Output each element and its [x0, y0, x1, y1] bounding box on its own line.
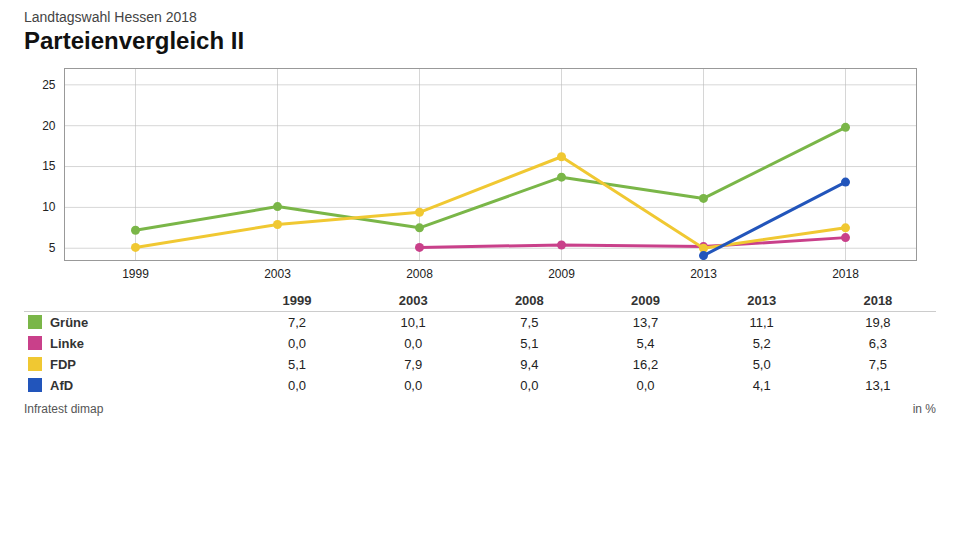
html-text:Grüne: Grüne: [50, 315, 89, 330]
html-text:16,2: 16,2: [632, 357, 659, 372]
html-text:2008: 2008: [514, 293, 544, 308]
html-text:9,4: 9,4: [520, 357, 539, 372]
html-text:Landtagswahl Hessen 2018: Landtagswahl Hessen 2018: [24, 9, 197, 25]
svg-text:5: 5: [49, 241, 56, 255]
html-text:Linke: Linke: [50, 336, 84, 351]
html-text:13,7: 13,7: [632, 315, 659, 330]
html-text:2018: 2018: [863, 293, 893, 308]
html-text:5,2: 5,2: [752, 336, 771, 351]
html-text:5,0: 5,0: [752, 357, 771, 372]
html-text:7,9: 7,9: [404, 357, 423, 372]
svg-text:25: 25: [42, 78, 56, 92]
svg-text:10: 10: [42, 200, 56, 214]
html-text:0,0: 0,0: [404, 336, 423, 351]
html-text:7,5: 7,5: [520, 315, 539, 330]
html-text:13,1: 13,1: [865, 378, 891, 393]
svg-text:2003: 2003: [264, 267, 291, 281]
html-text:Parteienvergleich II: Parteienvergleich II: [24, 27, 245, 54]
html-text:AfD: AfD: [50, 378, 74, 393]
html-text:0,0: 0,0: [636, 378, 655, 393]
html-text:7,5: 7,5: [868, 357, 887, 372]
svg-text:2008: 2008: [406, 267, 433, 281]
html-text:5,1: 5,1: [520, 336, 539, 351]
html-text:7,2: 7,2: [288, 315, 306, 330]
html-text:5,4: 5,4: [636, 336, 655, 351]
html-text:0,0: 0,0: [288, 336, 306, 351]
html-text:4,1: 4,1: [752, 378, 771, 393]
svg-text:2018: 2018: [832, 267, 859, 281]
html-text:0,0: 0,0: [520, 378, 539, 393]
html-text:2013: 2013: [747, 293, 777, 308]
html-text:2003: 2003: [398, 293, 428, 308]
html-text:in %: in %: [912, 402, 936, 416]
html-text:0,0: 0,0: [404, 378, 423, 393]
svg-text:20: 20: [42, 119, 56, 133]
svg-text:15: 15: [42, 159, 56, 173]
html-text:1999: 1999: [282, 293, 312, 308]
svg-text:2013: 2013: [690, 267, 717, 281]
html-text:FDP: FDP: [50, 357, 76, 372]
html-text:Infratest dimap: Infratest dimap: [24, 402, 104, 416]
html-text:2009: 2009: [631, 293, 660, 308]
svg-text:1999: 1999: [122, 267, 149, 281]
html-text:11,1: 11,1: [749, 315, 774, 330]
html-text:10,1: 10,1: [400, 315, 426, 330]
html-text:5,1: 5,1: [288, 357, 306, 372]
html-text:19,8: 19,8: [865, 315, 891, 330]
html-text:6,3: 6,3: [868, 336, 887, 351]
html-text:0,0: 0,0: [288, 378, 306, 393]
svg-text:2009: 2009: [548, 267, 575, 281]
